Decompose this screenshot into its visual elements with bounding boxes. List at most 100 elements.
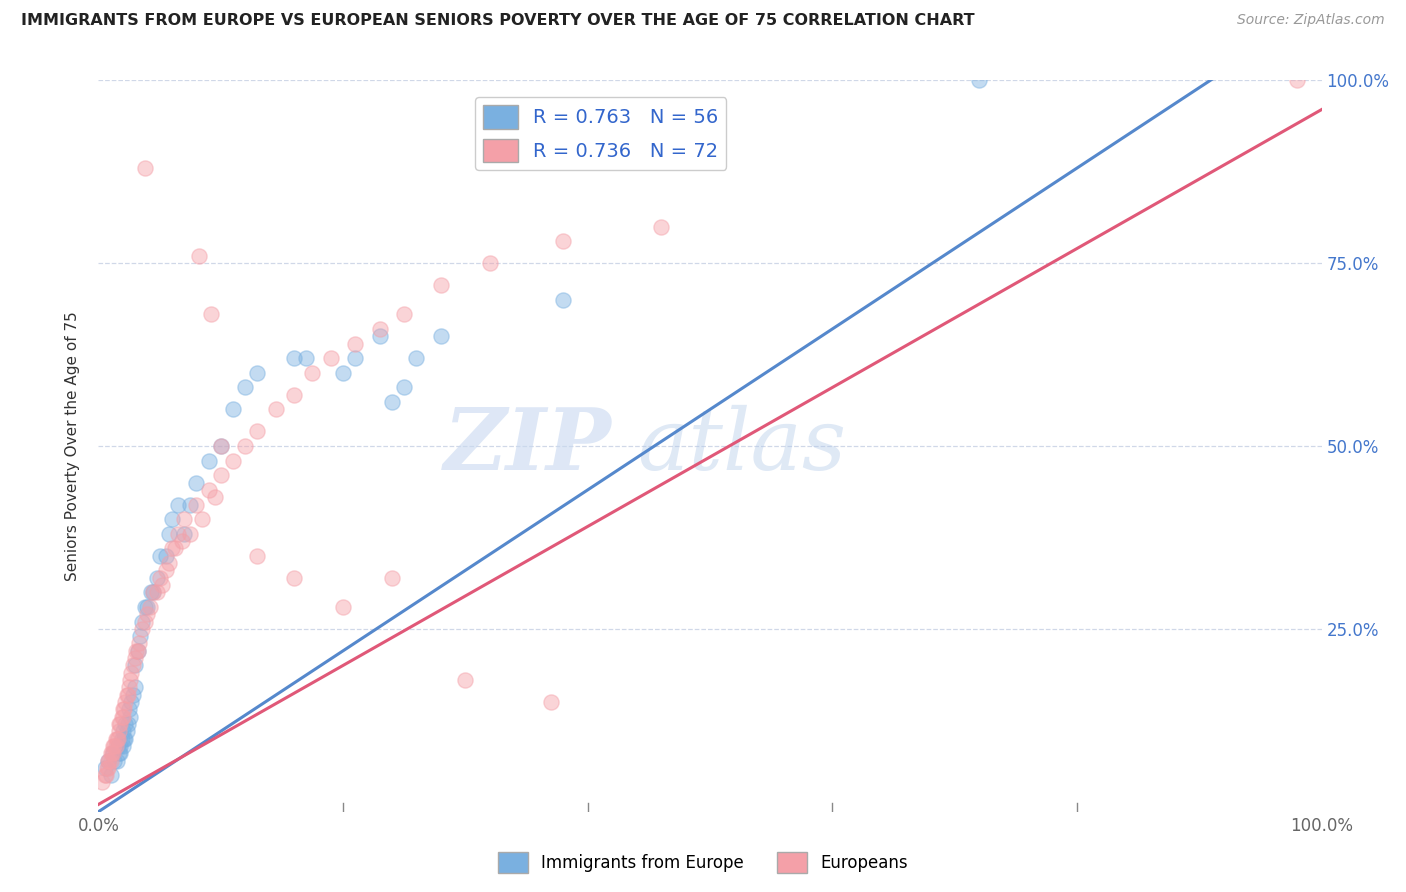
Point (381, 395, 404, 409)
Point (97, 754, 120, 768)
Point (118, 702, 141, 716)
Point (209, 468, 232, 483)
Point (222, 402, 245, 417)
Point (165, 541, 187, 556)
Point (295, 351, 318, 366)
Point (134, 161, 156, 175)
Point (149, 549, 172, 563)
Point (114, 695, 136, 709)
Point (283, 388, 305, 402)
Point (173, 512, 195, 526)
Point (283, 351, 305, 366)
Point (101, 746, 124, 760)
Point (136, 599, 159, 614)
Point (97, 754, 120, 768)
Point (368, 322, 391, 336)
Point (107, 739, 129, 753)
Point (120, 673, 142, 687)
Text: IMMIGRANTS FROM EUROPE VS EUROPEAN SENIORS POVERTY OVER THE AGE OF 75 CORRELATIO: IMMIGRANTS FROM EUROPE VS EUROPEAN SENIO… (21, 13, 974, 29)
Point (157, 526, 180, 541)
Point (108, 717, 131, 731)
Point (107, 731, 129, 746)
Point (233, 439, 256, 453)
Point (121, 658, 143, 673)
Point (120, 709, 142, 723)
Point (264, 402, 287, 417)
Point (246, 425, 269, 439)
Point (101, 746, 124, 760)
Point (179, 498, 201, 512)
Point (98, 754, 121, 768)
Point (120, 665, 142, 680)
Point (110, 717, 132, 731)
Legend: R = 0.763   N = 56, R = 0.736   N = 72: R = 0.763 N = 56, R = 0.736 N = 72 (475, 97, 727, 170)
Point (553, 234, 575, 248)
Point (381, 571, 404, 585)
Point (124, 658, 146, 673)
Point (111, 731, 134, 746)
Point (405, 351, 427, 366)
Point (149, 571, 172, 585)
Point (204, 490, 226, 504)
Point (160, 541, 183, 556)
Point (108, 746, 131, 760)
Point (108, 724, 131, 739)
Point (96, 761, 118, 775)
Point (209, 439, 232, 453)
Point (246, 549, 269, 563)
Point (111, 702, 134, 716)
Point (368, 329, 391, 343)
Point (233, 380, 256, 394)
Point (101, 739, 124, 753)
Point (553, 293, 575, 307)
Point (150, 578, 173, 592)
Point (125, 644, 148, 658)
Point (197, 453, 219, 467)
Point (146, 571, 169, 585)
Point (112, 731, 135, 746)
Point (170, 534, 193, 549)
Point (110, 739, 132, 753)
Point (105, 754, 128, 768)
Point (155, 563, 177, 577)
Point (197, 483, 219, 497)
Point (283, 571, 305, 585)
Point (115, 688, 138, 702)
Point (118, 681, 141, 695)
Point (191, 512, 214, 526)
Point (301, 366, 323, 380)
Point (104, 731, 127, 746)
Point (100, 768, 122, 782)
Point (111, 709, 134, 723)
Point (967, 73, 990, 87)
Point (110, 746, 132, 760)
Point (187, 249, 209, 263)
Point (155, 549, 177, 563)
Point (104, 739, 127, 753)
Point (332, 366, 354, 380)
Point (454, 673, 477, 687)
Point (186, 498, 208, 512)
Point (124, 681, 146, 695)
Point (131, 615, 153, 629)
Point (173, 526, 195, 541)
Point (111, 709, 134, 723)
Point (540, 695, 562, 709)
Point (124, 651, 146, 665)
Point (117, 717, 139, 731)
Text: Source: ZipAtlas.com: Source: ZipAtlas.com (1237, 13, 1385, 28)
Point (344, 351, 367, 366)
Point (117, 688, 139, 702)
Point (93, 768, 115, 782)
Y-axis label: Seniors Poverty Over the Age of 75: Seniors Poverty Over the Age of 75 (65, 311, 80, 581)
Point (430, 278, 453, 293)
Point (200, 307, 222, 321)
Point (319, 351, 342, 366)
Point (344, 336, 367, 351)
Point (160, 512, 183, 526)
Point (121, 688, 143, 702)
Point (650, 219, 672, 234)
Point (430, 329, 453, 343)
Text: atlas: atlas (637, 405, 846, 487)
Point (134, 615, 156, 629)
